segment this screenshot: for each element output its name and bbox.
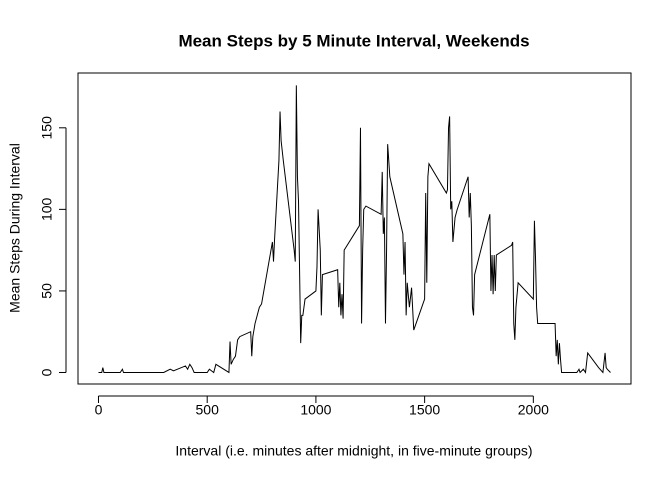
- y-tick-label: 50: [39, 283, 55, 299]
- x-tick-label: 0: [95, 402, 103, 418]
- y-tick-label: 100: [39, 197, 55, 221]
- y-tick-label: 0: [39, 368, 55, 376]
- y-tick-label: 150: [39, 116, 55, 140]
- data-line: [98, 85, 611, 374]
- y-axis-label: Mean Steps During Interval: [7, 143, 23, 313]
- x-axis-label: Interval (i.e. minutes after midnight, i…: [175, 443, 532, 459]
- x-tick-label: 1500: [409, 402, 440, 418]
- x-tick-label: 1000: [300, 402, 331, 418]
- plot-box: [77, 72, 632, 385]
- chart-title: Mean Steps by 5 Minute Interval, Weekend…: [178, 31, 529, 50]
- x-tick-label: 2000: [518, 402, 549, 418]
- x-tick-label: 500: [196, 402, 220, 418]
